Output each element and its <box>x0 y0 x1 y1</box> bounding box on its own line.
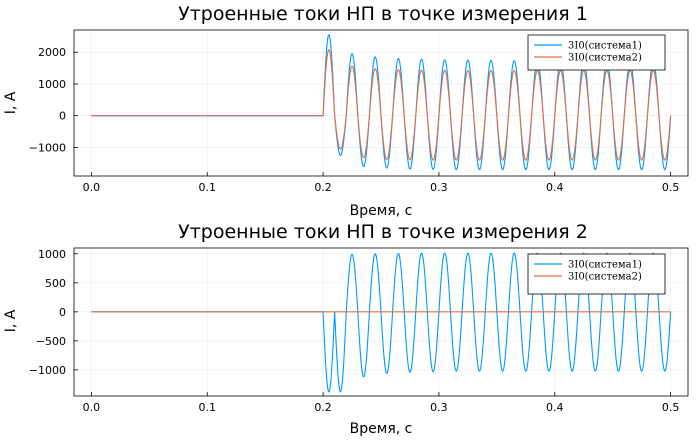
x-tick-label: 0.5 <box>662 181 680 194</box>
chart-1-ylabel: I, A <box>3 91 19 114</box>
x-tick-label: 0.1 <box>198 181 216 194</box>
legend-box <box>527 253 666 295</box>
y-tick-label: −1000 <box>29 364 66 377</box>
chart-panel-1: Утроенные токи НП в точке измерения 1 I,… <box>3 3 689 219</box>
x-tick-label: 0.2 <box>314 401 332 414</box>
legend-label-2: 3I0(система2) <box>568 53 642 64</box>
y-tick-label: 0 <box>59 110 66 123</box>
x-tick-label: 0.0 <box>83 401 101 414</box>
chart-2-legend: 3I0(система1)3I0(система2) <box>527 253 666 295</box>
x-tick-label: 0.4 <box>546 401 564 414</box>
chart-1-legend: 3I0(система1)3I0(система2) <box>527 34 666 71</box>
x-tick-label: 0.4 <box>546 181 564 194</box>
y-tick-label: 1000 <box>38 78 66 91</box>
legend-label-2: 3I0(система2) <box>568 272 642 283</box>
chart-panel-2: Утроенные токи НП в точке измерения 2 I,… <box>3 221 689 437</box>
chart-1-frame <box>73 29 689 177</box>
legend-label-1: 3I0(система1) <box>568 41 642 52</box>
chart-2-xlabel: Время, с <box>350 421 413 437</box>
chart-2-series-group <box>91 252 672 393</box>
series-line-2 <box>91 49 672 161</box>
y-tick-label: −500 <box>36 335 66 348</box>
chart-2-ylabel: I, A <box>3 309 19 332</box>
x-tick-label: 0.1 <box>198 401 216 414</box>
chart-1-grid <box>74 30 688 176</box>
chart-1-title: Утроенные токи НП в точке измерения 1 <box>178 3 588 25</box>
legend-box <box>527 34 666 71</box>
x-tick-label: 0.3 <box>430 181 448 194</box>
x-tick-label: 0.0 <box>83 181 101 194</box>
y-tick-label: 1000 <box>38 248 66 261</box>
y-tick-label: 500 <box>45 277 66 290</box>
chart-2-title: Утроенные токи НП в точке измерения 2 <box>178 221 588 243</box>
chart-1-series-group <box>91 34 672 171</box>
y-tick-label: 2000 <box>38 46 66 59</box>
series-line-1 <box>91 252 672 393</box>
chart-1-xlabel: Время, с <box>350 203 413 219</box>
x-tick-label: 0.2 <box>314 181 332 194</box>
x-tick-label: 0.5 <box>662 401 680 414</box>
chart-2-frame <box>73 247 689 397</box>
y-tick-label: 0 <box>59 306 66 319</box>
legend-label-1: 3I0(система1) <box>568 260 642 271</box>
y-tick-label: −1000 <box>29 141 66 154</box>
x-tick-label: 0.3 <box>430 401 448 414</box>
